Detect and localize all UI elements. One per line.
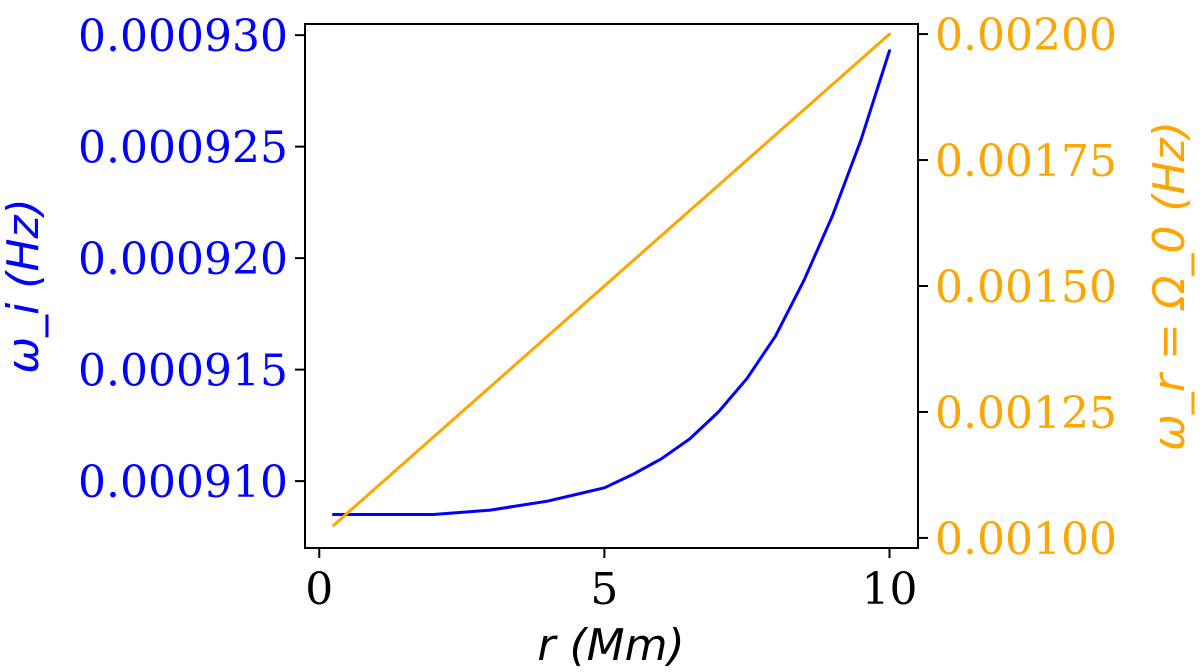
series-line-omega-i bbox=[332, 49, 891, 517]
x-tick-label: 10 bbox=[861, 564, 917, 615]
right-y-axis-label: ω_r = Ω_0 (Hz) bbox=[1144, 121, 1195, 451]
right-y-tick-label: 0.00100 bbox=[935, 514, 1117, 565]
ticks-layer: 0 5 10 0.000910 0.000915 0.000920 0.000925 0.00… bbox=[78, 10, 1117, 615]
left-y-tick-label: 0.000930 bbox=[78, 11, 288, 62]
left-y-axis-label: ω_i (Hz) bbox=[0, 198, 49, 374]
right-y-tick-label: 0.00125 bbox=[935, 388, 1117, 439]
x-axis-label: r (Mm) bbox=[537, 620, 684, 671]
x-tick-label: 5 bbox=[590, 564, 618, 615]
left-y-tick-label: 0.000925 bbox=[78, 123, 288, 174]
right-y-tick-label: 0.00200 bbox=[935, 10, 1117, 61]
x-tick-label: 0 bbox=[305, 564, 333, 615]
right-y-tick-label: 0.00150 bbox=[935, 262, 1117, 313]
left-y-tick-label: 0.000920 bbox=[78, 234, 288, 285]
series-line-omega-r bbox=[332, 32, 891, 527]
series-layer bbox=[332, 32, 891, 527]
left-y-tick-label: 0.000915 bbox=[78, 346, 288, 397]
left-y-tick-label: 0.000910 bbox=[78, 457, 288, 508]
right-y-tick-label: 0.00175 bbox=[935, 136, 1117, 187]
